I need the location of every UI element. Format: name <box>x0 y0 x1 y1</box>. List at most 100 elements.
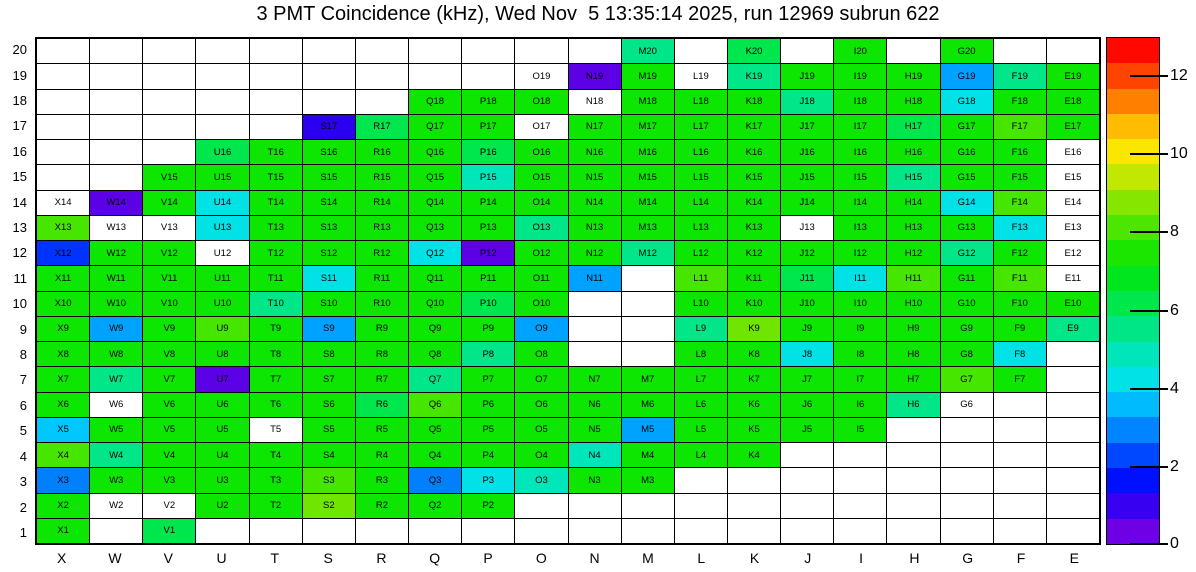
colorbar-tick-label-0: 0 <box>1170 535 1179 552</box>
cell-E10: E10 <box>1046 291 1099 316</box>
cell-I16: I16 <box>834 140 887 165</box>
cell-L6: L6 <box>674 392 727 417</box>
cell-F16: F16 <box>993 140 1046 165</box>
empty-cell <box>143 89 196 114</box>
empty-cell <box>940 518 993 543</box>
empty-cell <box>37 165 90 190</box>
empty-cell <box>887 443 940 468</box>
cell-X10: X10 <box>37 291 90 316</box>
empty-cell <box>37 114 90 139</box>
empty-cell <box>727 518 781 543</box>
cell-M3: M3 <box>621 468 674 493</box>
cell-W7: W7 <box>90 367 143 392</box>
cell-V13: V13 <box>143 215 196 240</box>
colorbar-band-14 <box>1107 392 1159 418</box>
empty-cell <box>940 468 993 493</box>
y-tick-label-13: 13 <box>12 220 27 236</box>
empty-cell <box>37 140 90 165</box>
empty-cell <box>90 64 143 89</box>
cell-O6: O6 <box>515 392 568 417</box>
cell-P10: P10 <box>462 291 515 316</box>
colorbar-band-13 <box>1107 366 1159 393</box>
empty-cell <box>727 468 781 493</box>
cell-X4: X4 <box>37 443 90 468</box>
cell-X11: X11 <box>37 266 90 291</box>
cell-O4: O4 <box>515 443 568 468</box>
colorbar-band-17 <box>1107 468 1159 494</box>
cell-S4: S4 <box>302 443 355 468</box>
colorbar-band-16 <box>1107 442 1159 469</box>
empty-cell <box>37 89 90 114</box>
cell-G8: G8 <box>940 342 993 367</box>
cell-W8: W8 <box>90 342 143 367</box>
cell-S15: S15 <box>302 165 355 190</box>
cell-J12: J12 <box>781 241 834 266</box>
x-tick-label-Q: Q <box>429 550 441 566</box>
colorbar-band-7 <box>1107 215 1159 241</box>
empty-cell <box>355 518 409 543</box>
cell-J9: J9 <box>781 316 834 341</box>
cell-K8: K8 <box>727 342 781 367</box>
cell-H8: H8 <box>887 342 940 367</box>
cell-V1: V1 <box>143 518 196 543</box>
cell-V2: V2 <box>143 493 196 518</box>
x-tick-label-W: W <box>108 550 122 566</box>
empty-cell <box>355 89 409 114</box>
cell-E13: E13 <box>1046 215 1099 240</box>
cell-H11: H11 <box>887 266 940 291</box>
cell-F15: F15 <box>993 165 1046 190</box>
empty-cell <box>834 468 887 493</box>
cell-P12: P12 <box>462 241 515 266</box>
empty-cell <box>993 468 1046 493</box>
cell-K13: K13 <box>727 215 781 240</box>
cell-Q17: Q17 <box>409 114 462 139</box>
cell-M6: M6 <box>621 392 674 417</box>
cell-U16: U16 <box>196 140 249 165</box>
cell-I8: I8 <box>834 342 887 367</box>
cell-I18: I18 <box>834 89 887 114</box>
empty-cell <box>621 266 674 291</box>
x-tick-label-I: I <box>859 550 864 566</box>
cell-G7: G7 <box>940 367 993 392</box>
empty-cell <box>409 64 462 89</box>
cell-S3: S3 <box>302 468 355 493</box>
y-tick-label-2: 2 <box>19 499 27 515</box>
cell-U14: U14 <box>196 190 249 215</box>
cell-R13: R13 <box>355 215 409 240</box>
x-tick-label-U: U <box>216 550 227 566</box>
cell-V8: V8 <box>143 342 196 367</box>
cell-Q15: Q15 <box>409 165 462 190</box>
cell-M12: M12 <box>621 241 674 266</box>
cell-T3: T3 <box>249 468 302 493</box>
cell-X14: X14 <box>37 190 90 215</box>
cell-E14: E14 <box>1046 190 1099 215</box>
cell-O17: O17 <box>515 114 568 139</box>
cell-S14: S14 <box>302 190 355 215</box>
cell-G16: G16 <box>940 140 993 165</box>
empty-cell <box>568 342 621 367</box>
empty-cell <box>37 64 90 89</box>
cell-S9: S9 <box>302 316 355 341</box>
cell-F10: F10 <box>993 291 1046 316</box>
cell-U13: U13 <box>196 215 249 240</box>
cell-I9: I9 <box>834 316 887 341</box>
cell-N4: N4 <box>568 443 621 468</box>
cell-I15: I15 <box>834 165 887 190</box>
cell-Q14: Q14 <box>409 190 462 215</box>
cell-N13: N13 <box>568 215 621 240</box>
cell-G20: G20 <box>940 39 993 64</box>
cell-R7: R7 <box>355 367 409 392</box>
cell-U4: U4 <box>196 443 249 468</box>
empty-cell <box>993 417 1046 442</box>
cell-S11: S11 <box>302 266 355 291</box>
empty-cell <box>143 64 196 89</box>
cell-L15: L15 <box>674 165 727 190</box>
cell-V15: V15 <box>143 165 196 190</box>
cell-P6: P6 <box>462 392 515 417</box>
cell-O8: O8 <box>515 342 568 367</box>
cell-Q8: Q8 <box>409 342 462 367</box>
colorbar-band-12 <box>1107 341 1159 367</box>
empty-cell <box>781 468 834 493</box>
cell-M14: M14 <box>621 190 674 215</box>
cell-U3: U3 <box>196 468 249 493</box>
